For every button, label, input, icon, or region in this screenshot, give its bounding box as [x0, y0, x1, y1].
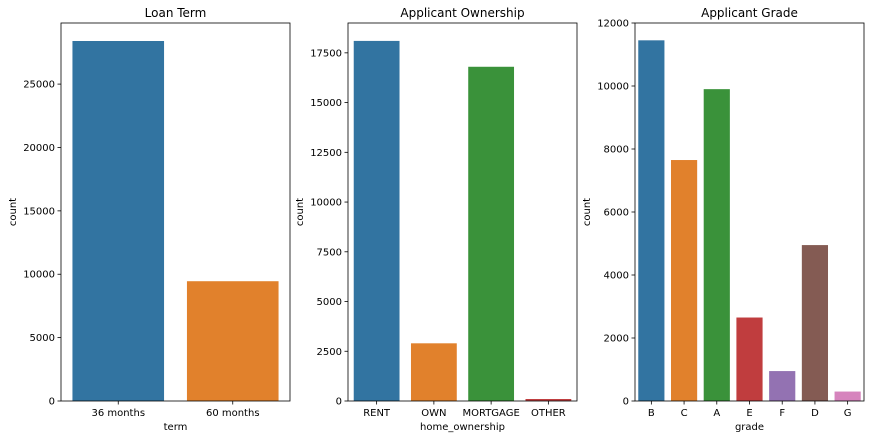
y-tick-label: 0 [49, 397, 55, 408]
x-tick-label: A [713, 408, 720, 419]
y-tick-label: 12000 [597, 19, 629, 30]
y-axis-label: count [295, 198, 306, 226]
y-tick-label: 10000 [23, 270, 55, 281]
chart-title: Loan Term [145, 6, 207, 20]
y-tick-label: 10000 [310, 198, 342, 209]
x-tick-label: D [811, 408, 819, 419]
bar-f [769, 371, 796, 401]
applicant-ownership-chart: Applicant Ownership home_ownership count… [295, 6, 578, 433]
y-tick-label: 7500 [317, 247, 342, 258]
y-tick-label: 15000 [23, 206, 55, 217]
x-tick-label: F [779, 408, 785, 419]
applicant-grade-chart: Applicant Grade grade count 0 2000 4000 600… [582, 6, 865, 433]
x-axis-label: grade [735, 422, 764, 433]
y-tick-label: 8000 [604, 145, 629, 156]
bar-own [410, 343, 457, 401]
y-tick-label: 4000 [604, 271, 629, 282]
y-tick-label: 0 [623, 397, 629, 408]
plot-frame [347, 22, 578, 402]
y-axis-label: count [8, 198, 19, 226]
y-tick-label: 5000 [317, 297, 342, 308]
bar-36-months [72, 41, 165, 401]
plot-frame [60, 22, 291, 402]
bar-other [525, 399, 572, 401]
x-tick-label: C [681, 408, 688, 419]
bar-mortgage [468, 66, 515, 402]
y-tick-label: 12500 [310, 148, 342, 159]
x-tick-label: B [648, 408, 655, 419]
x-tick-label: MORTGAGE [462, 408, 519, 419]
x-tick-label: 60 months [206, 408, 260, 419]
y-tick-label: 0 [336, 397, 342, 408]
bar-e [736, 317, 763, 401]
loan-term-chart: Loan Term term count 0 5000 10000 15000 2000… [8, 6, 291, 433]
y-tick-label: 15000 [310, 98, 342, 109]
y-tick-label: 10000 [597, 82, 629, 93]
x-axis-label: term [164, 422, 188, 433]
bar-b [638, 40, 665, 401]
x-tick-label: E [746, 408, 752, 419]
y-tick-label: 2000 [604, 334, 629, 345]
bar-g [834, 391, 861, 401]
x-tick-label: 36 months [91, 408, 145, 419]
bar-60-months [186, 281, 279, 401]
y-tick-label: 20000 [23, 143, 55, 154]
y-tick-label: 2500 [317, 347, 342, 358]
y-axis-label: count [582, 198, 593, 226]
bar-rent [353, 40, 400, 401]
y-tick-label: 17500 [310, 48, 342, 59]
y-tick-label: 5000 [30, 333, 55, 344]
y-tick-label: 25000 [23, 80, 55, 91]
bar-a [703, 89, 730, 402]
bar-d [801, 245, 829, 401]
chart-title: Applicant Ownership [400, 6, 524, 20]
x-tick-label: G [844, 408, 852, 419]
bar-c [670, 160, 698, 401]
x-axis-label: home_ownership [420, 422, 505, 433]
y-tick-label: 6000 [604, 208, 629, 219]
x-tick-label: OWN [421, 408, 446, 419]
chart-title: Applicant Grade [701, 6, 798, 20]
x-tick-label: RENT [363, 408, 391, 419]
x-tick-label: OTHER [531, 408, 566, 419]
